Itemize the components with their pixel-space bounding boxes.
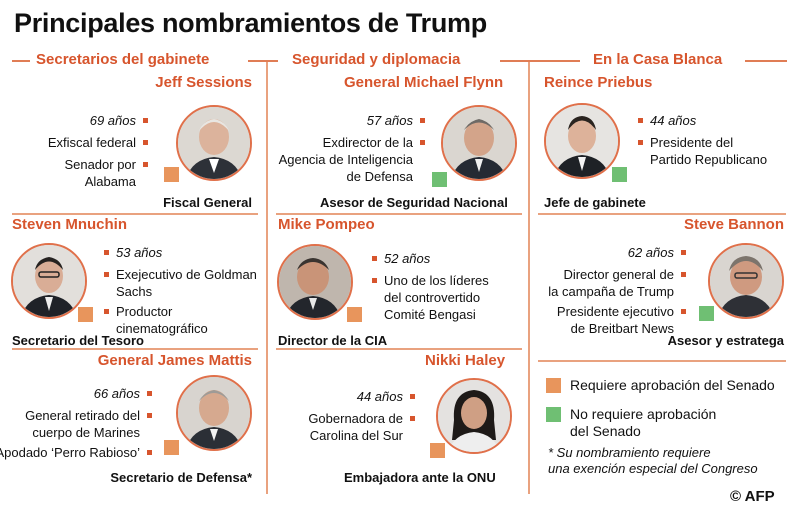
- portrait-photo-haley: [436, 378, 512, 454]
- detail: Director general de: [548, 266, 686, 283]
- detail: de Defensa: [346, 169, 414, 184]
- detail: Alabama: [84, 174, 136, 189]
- age: 44 años: [308, 388, 415, 405]
- person-name-pompeo: Mike Pompeo: [278, 216, 375, 233]
- detail: Exdirector de la: [279, 134, 426, 151]
- footnote: una exención especial del Congreso: [548, 461, 758, 476]
- legend-label-senate: Requiere aprobación del Senado: [570, 377, 775, 393]
- detail: Exejecutivo de Goldman: [104, 266, 257, 283]
- person-details-haley: 44 años Gobernadora de Carolina del Sur: [308, 388, 415, 444]
- portrait-photo-pompeo: [277, 244, 353, 320]
- person-name-mattis: General James Mattis: [97, 352, 252, 369]
- section-divider: [248, 60, 278, 62]
- legend-label-no-senate: del Senado: [570, 423, 641, 439]
- role-label-priebus: Jefe de gabinete: [544, 195, 646, 210]
- row-divider: [12, 348, 258, 350]
- detail: Exfiscal federal: [48, 134, 149, 151]
- portrait-photo-sessions: [176, 105, 252, 181]
- person-name-haley: Nikki Haley: [425, 352, 506, 369]
- page-title: Principales nombramientos de Trump: [14, 8, 487, 38]
- portrait-photo-bannon: [708, 243, 784, 319]
- approval-badge-senate: [164, 440, 179, 455]
- person-name-flynn: General Michael Flynn: [344, 74, 504, 91]
- detail: Gobernadora de: [308, 410, 415, 427]
- detail: cinematográfico: [116, 321, 208, 336]
- detail: Uno de los líderes: [372, 272, 489, 289]
- role-label-pompeo: Director de la CIA: [278, 333, 388, 348]
- detail: Carolina del Sur: [309, 428, 403, 443]
- detail: Senador por: [48, 156, 149, 173]
- section-divider: [745, 60, 787, 62]
- portrait-photo-flynn: [441, 105, 517, 181]
- section-title-white-house: En la Casa Blanca: [593, 51, 723, 68]
- role-label-mattis: Secretario de Defensa*: [110, 470, 252, 485]
- approval-badge-senate: [164, 167, 179, 182]
- section-title-security: Seguridad y diplomacia: [292, 51, 461, 68]
- age: 57 años: [279, 112, 426, 129]
- role-label-bannon: Asesor y estratega: [667, 333, 784, 348]
- approval-badge-no-senate: [432, 172, 447, 187]
- detail: Agencia de Inteligencia: [278, 152, 413, 167]
- age: 62 años: [548, 244, 686, 261]
- detail: de Breitbart News: [570, 321, 674, 336]
- portrait-photo-priebus: [544, 103, 620, 179]
- row-divider: [276, 213, 522, 215]
- age: 52 años: [372, 250, 489, 267]
- approval-badge-no-senate: [699, 306, 714, 321]
- afp-credit-logo: © AFP: [730, 488, 775, 505]
- person-details-sessions: 69 años Exfiscal federal Senador por Ala…: [48, 112, 149, 190]
- detail: Comité Bengasi: [384, 307, 476, 322]
- role-label-sessions: Fiscal General: [163, 195, 252, 210]
- detail: Sachs: [116, 284, 153, 299]
- detail: la campaña de Trump: [548, 284, 674, 299]
- portrait-photo-mattis: [176, 375, 252, 451]
- person-details-bannon: 62 años Director general de la campaña d…: [548, 244, 686, 337]
- person-name-bannon: Steve Bannon: [683, 216, 784, 233]
- detail: del controvertido: [384, 290, 481, 305]
- person-details-priebus: 44 años Presidente del Partido Republica…: [638, 112, 767, 168]
- age: 69 años: [48, 112, 149, 129]
- footnote: * Su nombramiento requiere: [548, 445, 711, 460]
- legend-swatch-no-senate: [546, 407, 561, 422]
- approval-badge-senate: [430, 443, 445, 458]
- approval-badge-senate: [347, 307, 362, 322]
- age: 53 años: [104, 244, 257, 261]
- detail: Apodado ‘Perro Rabioso’: [0, 444, 152, 461]
- row-divider: [538, 213, 786, 215]
- column-divider: [266, 62, 268, 494]
- age: 66 años: [0, 385, 152, 402]
- row-divider: [276, 348, 522, 350]
- role-label-haley: Embajadora ante la ONU: [344, 470, 496, 485]
- section-title-cabinet: Secretarios del gabinete: [36, 51, 210, 68]
- person-name-sessions: Jeff Sessions: [155, 74, 252, 91]
- person-details-mnuchin: 53 años Exejecutivo de Goldman Sachs Pro…: [104, 244, 257, 337]
- portrait-photo-mnuchin: [11, 243, 87, 319]
- row-divider: [538, 360, 786, 362]
- role-label-flynn: Asesor de Seguridad Nacional: [320, 195, 508, 210]
- role-label-mnuchin: Secretario del Tesoro: [12, 333, 144, 348]
- row-divider: [12, 213, 258, 215]
- legend-swatch-senate: [546, 378, 561, 393]
- detail: cuerpo de Marines: [32, 425, 140, 440]
- age: 44 años: [638, 112, 767, 129]
- legend-label-no-senate: No requiere aprobación: [570, 406, 717, 422]
- section-divider: [12, 60, 30, 62]
- approval-badge-no-senate: [612, 167, 627, 182]
- person-details-flynn: 57 años Exdirector de la Agencia de Inte…: [278, 112, 426, 185]
- approval-badge-senate: [78, 307, 93, 322]
- detail: Presidente ejecutivo: [548, 303, 686, 320]
- detail: General retirado del: [0, 407, 152, 424]
- column-divider: [528, 62, 530, 494]
- person-details-pompeo: 52 años Uno de los líderes del controver…: [372, 250, 489, 323]
- detail: Productor: [104, 303, 257, 320]
- section-divider: [500, 60, 580, 62]
- detail: Presidente del: [638, 134, 767, 151]
- detail: Partido Republicano: [650, 152, 768, 167]
- person-name-priebus: Reince Priebus: [544, 74, 653, 91]
- person-details-mattis: 66 años General retirado del cuerpo de M…: [0, 385, 152, 461]
- person-name-mnuchin: Steven Mnuchin: [12, 216, 128, 233]
